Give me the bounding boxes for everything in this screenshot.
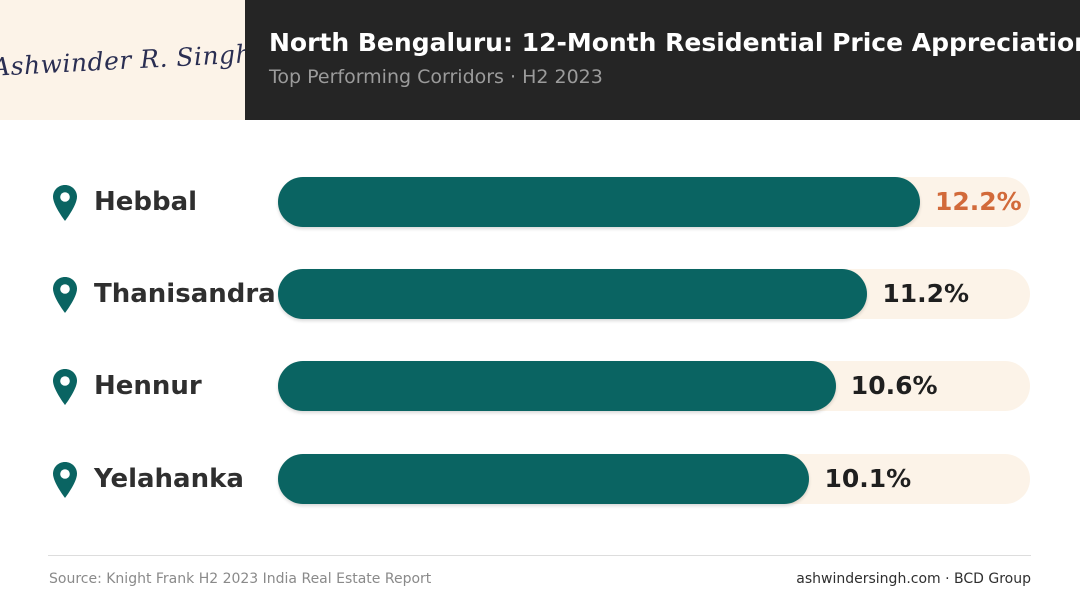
source-note: Source: Knight Frank H2 2023 India Real … — [49, 571, 432, 587]
location-pin-icon — [53, 369, 77, 405]
chart-title: North Bengaluru: 12-Month Residential Pr… — [269, 28, 1080, 57]
chart-subtitle: Top Performing Corridors · H2 2023 — [269, 66, 603, 88]
category-label: Hennur — [94, 371, 202, 401]
bar — [278, 177, 920, 227]
location-pin-icon — [53, 185, 77, 221]
bar-row: Thanisandra 11.2% — [0, 269, 1080, 319]
data-label: 11.2% — [882, 279, 970, 308]
title-panel: North Bengaluru: 12-Month Residential Pr… — [245, 0, 1080, 120]
footer-divider — [48, 555, 1031, 556]
category-label: Thanisandra — [94, 279, 276, 309]
bar-row: Hebbal 12.2% — [0, 177, 1080, 227]
bar-row: Hennur 10.6% — [0, 361, 1080, 411]
bar — [278, 269, 868, 319]
location-pin-icon — [53, 462, 77, 498]
bar-chart: Hebbal 12.2% Thanisandra 11.2% Hennur 10.6% Ye… — [0, 120, 1080, 540]
bar-row: Yelahanka 10.1% — [0, 454, 1080, 504]
data-label: 10.1% — [824, 464, 912, 493]
data-label: 12.2% — [935, 187, 1022, 216]
bar — [278, 361, 836, 411]
category-label: Yelahanka — [94, 464, 244, 494]
category-label: Hebbal — [94, 187, 198, 217]
data-label: 10.6% — [850, 371, 938, 400]
signature-panel: Ashwinder R. Singh — [0, 0, 253, 120]
signature-logo: Ashwinder R. Singh — [0, 38, 254, 82]
credit-note: ashwindersingh.com · BCD Group — [796, 571, 1031, 587]
header: Ashwinder R. Singh North Bengaluru: 12-M… — [0, 0, 1080, 120]
location-pin-icon — [53, 277, 77, 313]
bar — [278, 454, 810, 504]
